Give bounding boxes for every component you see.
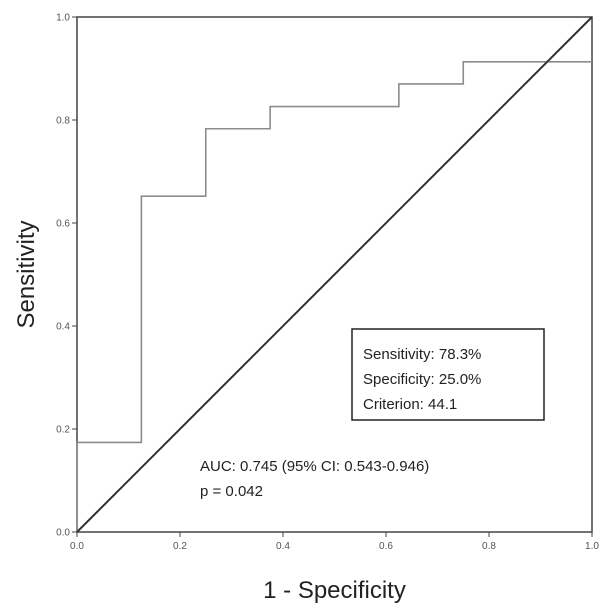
roc-curve-line: [76, 61, 592, 532]
y-tick-label: 0.8: [56, 116, 70, 127]
stats-specificity: Specificity: 25.0%: [363, 371, 481, 388]
series-layer: [76, 16, 593, 533]
stats-sensitivity: Sensitivity: 78.3%: [363, 346, 481, 363]
y-axis-title: Sensitivity: [13, 220, 40, 328]
reference-diagonal-line: [76, 16, 593, 533]
y-tick-label: 0.6: [56, 219, 70, 230]
x-tick-label: 0.0: [70, 541, 84, 552]
x-axis-title: 1 - Specificity: [263, 577, 406, 604]
x-tick-label: 0.8: [482, 541, 496, 552]
auc-annotation: AUC: 0.745 (95% CI: 0.543-0.946): [200, 458, 429, 475]
y-axis-ticks: 0.0 0.2 0.4 0.6 0.8 1.0: [56, 13, 77, 539]
x-tick-label: 0.4: [276, 541, 290, 552]
x-tick-label: 0.2: [173, 541, 187, 552]
y-tick-label: 0.4: [56, 322, 70, 333]
x-tick-label: 1.0: [585, 541, 599, 552]
stats-box-frame: [351, 328, 545, 421]
stats-box: Sensitivity: 78.3% Specificity: 25.0% Cr…: [351, 328, 545, 421]
y-tick-label: 0.2: [56, 425, 70, 436]
p-value-annotation: p = 0.042: [200, 483, 263, 500]
y-tick-label: 0.0: [56, 528, 70, 539]
x-tick-label: 0.6: [379, 541, 393, 552]
stats-criterion: Criterion: 44.1: [363, 396, 457, 413]
x-axis-ticks: 0.0 0.2 0.4 0.6 0.8 1.0: [70, 532, 599, 552]
y-tick-label: 1.0: [56, 13, 70, 24]
